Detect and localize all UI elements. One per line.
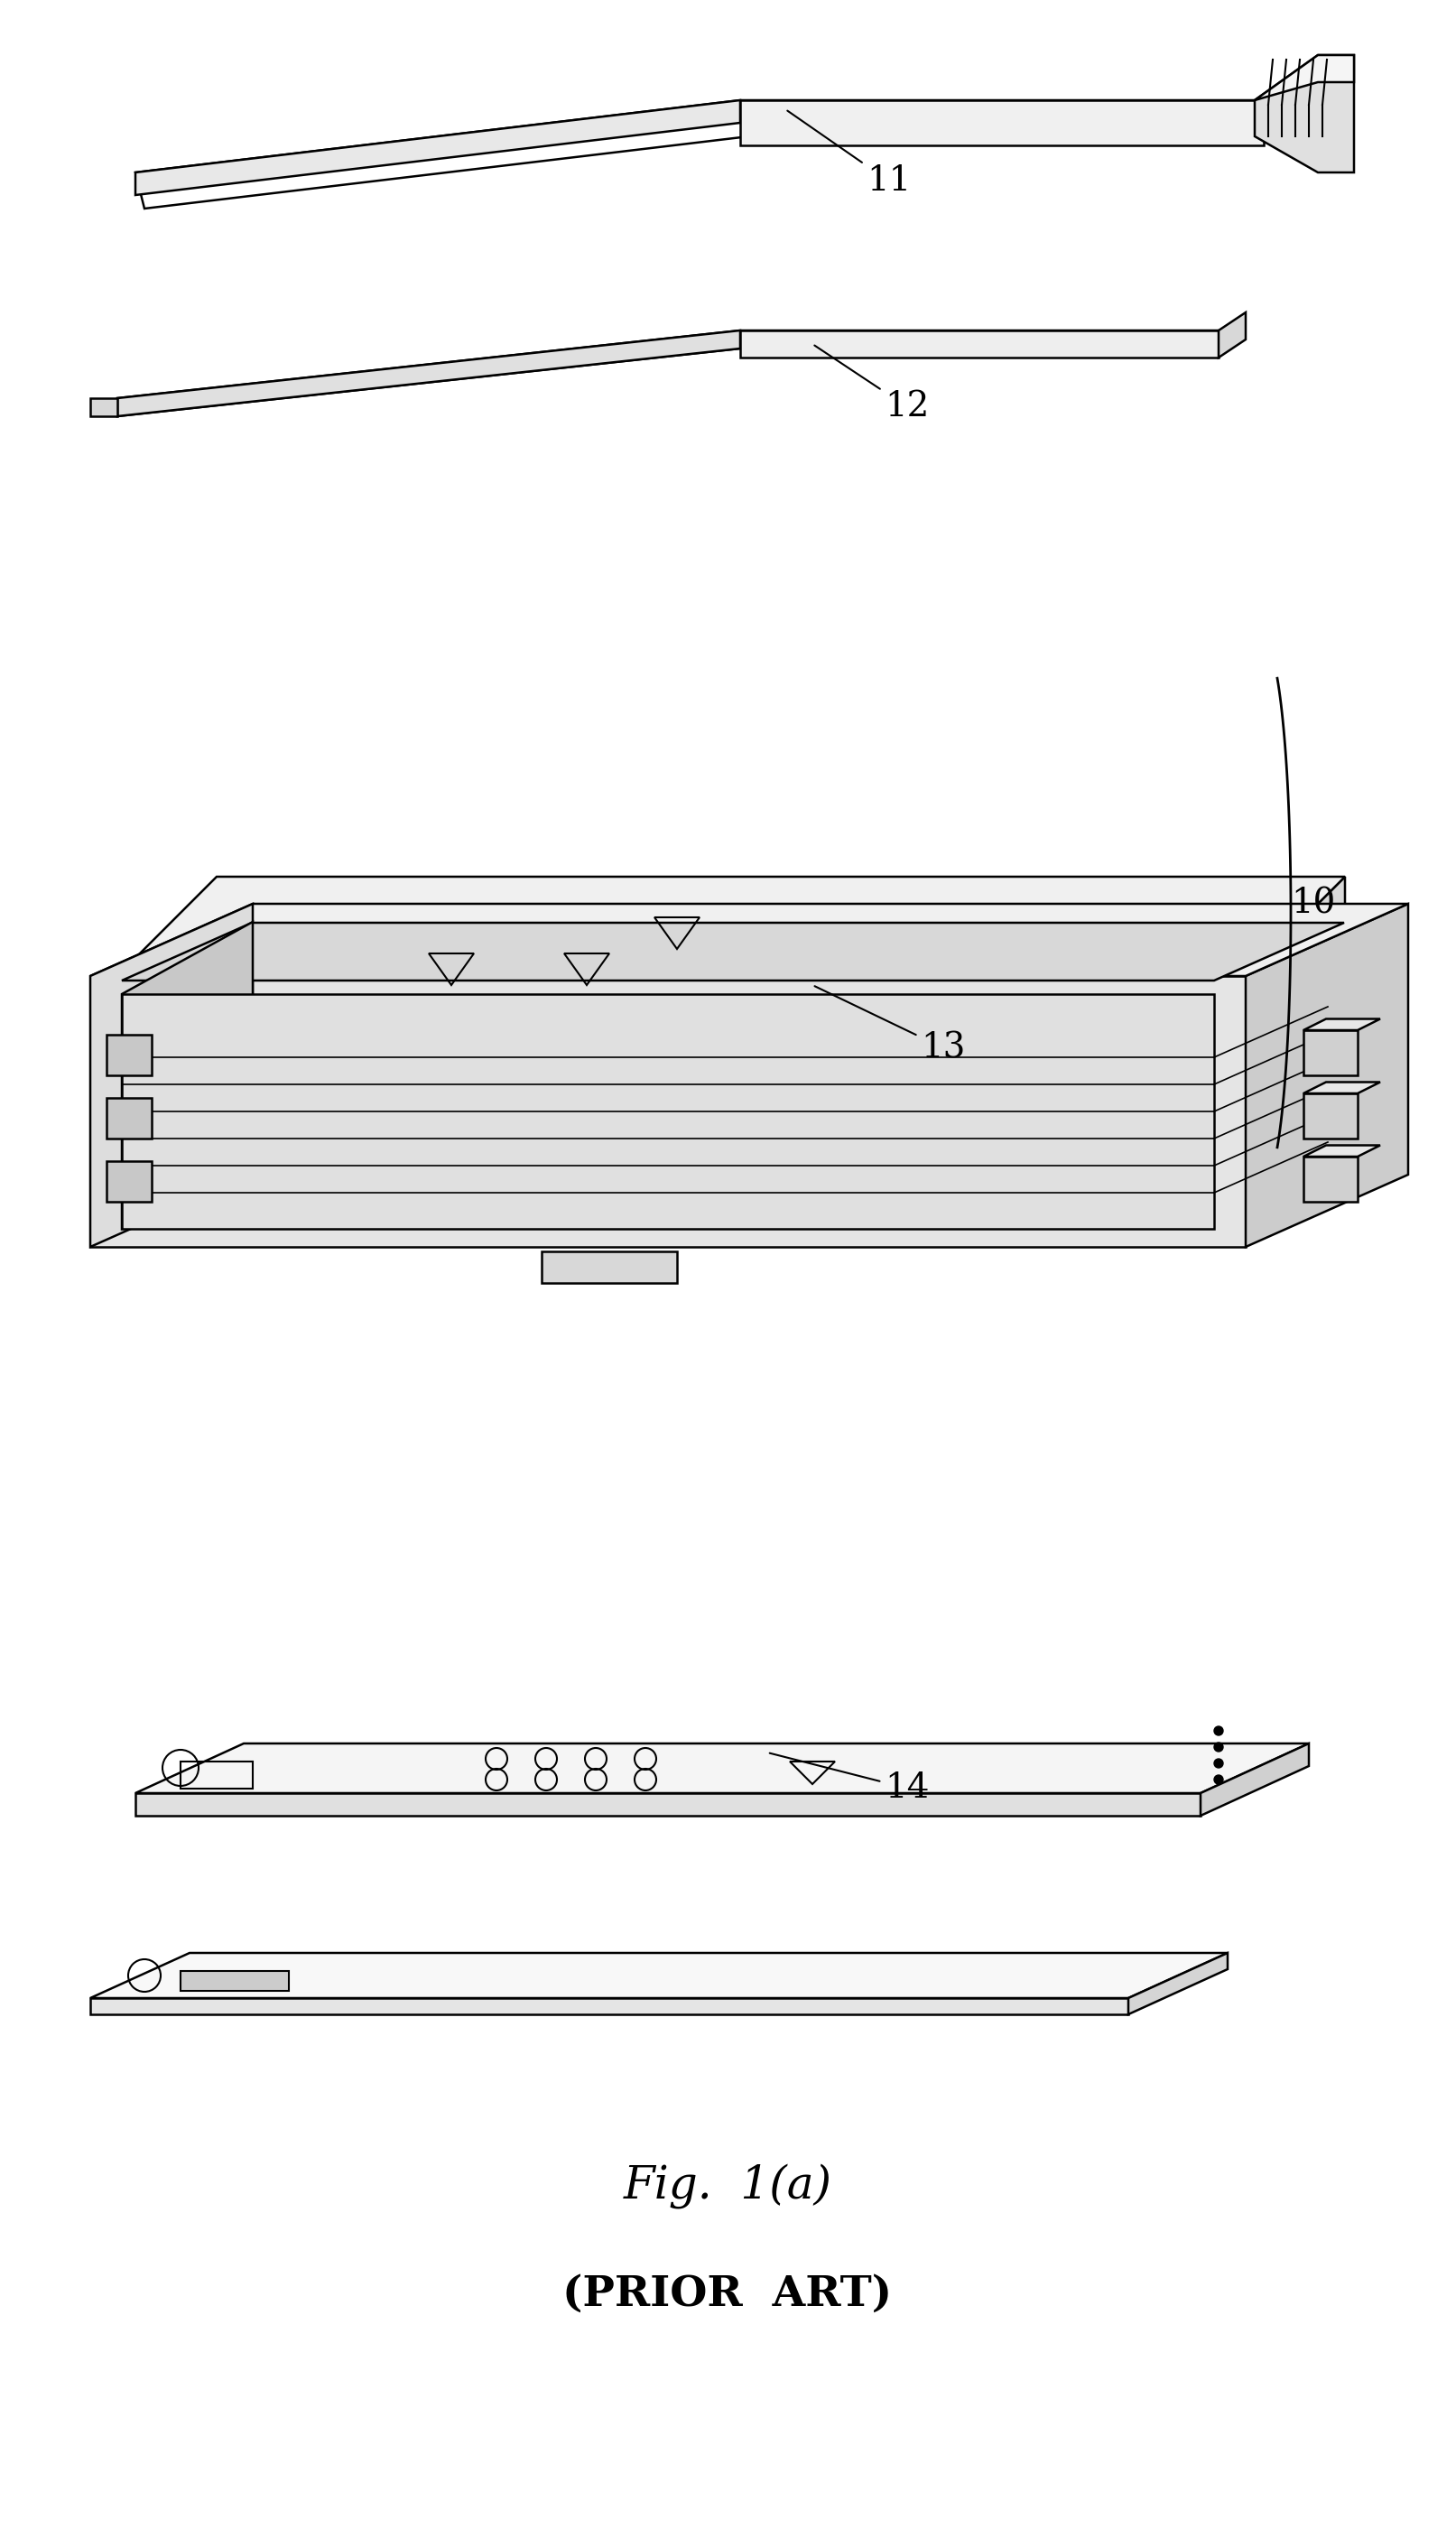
Polygon shape [740, 99, 1264, 145]
Polygon shape [90, 904, 1408, 977]
Polygon shape [740, 330, 1219, 358]
Polygon shape [1303, 1157, 1357, 1200]
Polygon shape [1303, 1030, 1357, 1076]
Polygon shape [1201, 1744, 1309, 1815]
Text: 11: 11 [788, 112, 911, 198]
Polygon shape [1255, 56, 1354, 173]
Text: 13: 13 [815, 987, 965, 1063]
Polygon shape [118, 330, 1219, 416]
Text: 14: 14 [770, 1754, 929, 1805]
Bar [181, 1761, 253, 1789]
Circle shape [1214, 1774, 1223, 1784]
Polygon shape [1255, 56, 1354, 99]
Polygon shape [90, 977, 1246, 1246]
Polygon shape [1303, 1094, 1357, 1140]
Bar [181, 1972, 288, 1990]
Circle shape [1214, 1744, 1223, 1751]
Text: Fig.  1(a): Fig. 1(a) [623, 2162, 831, 2208]
Polygon shape [1128, 1952, 1227, 2015]
Text: (PRIOR  ART): (PRIOR ART) [563, 2274, 893, 2315]
Polygon shape [1236, 876, 1345, 1193]
Polygon shape [542, 1251, 677, 1284]
Polygon shape [135, 1744, 1309, 1794]
Polygon shape [135, 1794, 1201, 1815]
Polygon shape [106, 1099, 151, 1140]
Polygon shape [122, 921, 253, 1228]
Polygon shape [1219, 312, 1246, 358]
Polygon shape [1303, 1145, 1380, 1157]
Text: 10: 10 [1291, 886, 1335, 921]
Polygon shape [122, 995, 1214, 1228]
Polygon shape [108, 985, 1236, 1193]
Polygon shape [135, 99, 1264, 208]
Polygon shape [118, 330, 740, 416]
Polygon shape [1303, 1018, 1380, 1030]
Polygon shape [106, 1036, 151, 1076]
Polygon shape [1303, 1081, 1380, 1094]
Polygon shape [90, 904, 253, 1246]
Polygon shape [1246, 904, 1408, 1246]
Polygon shape [90, 1997, 1128, 2015]
Polygon shape [108, 1084, 1345, 1193]
Text: 12: 12 [814, 345, 929, 424]
Circle shape [1214, 1726, 1223, 1736]
Polygon shape [90, 1952, 1227, 1997]
Circle shape [1214, 1759, 1223, 1769]
Polygon shape [122, 924, 1344, 980]
Polygon shape [108, 876, 1345, 985]
Polygon shape [106, 1160, 151, 1200]
Polygon shape [135, 99, 740, 195]
Polygon shape [90, 398, 118, 416]
